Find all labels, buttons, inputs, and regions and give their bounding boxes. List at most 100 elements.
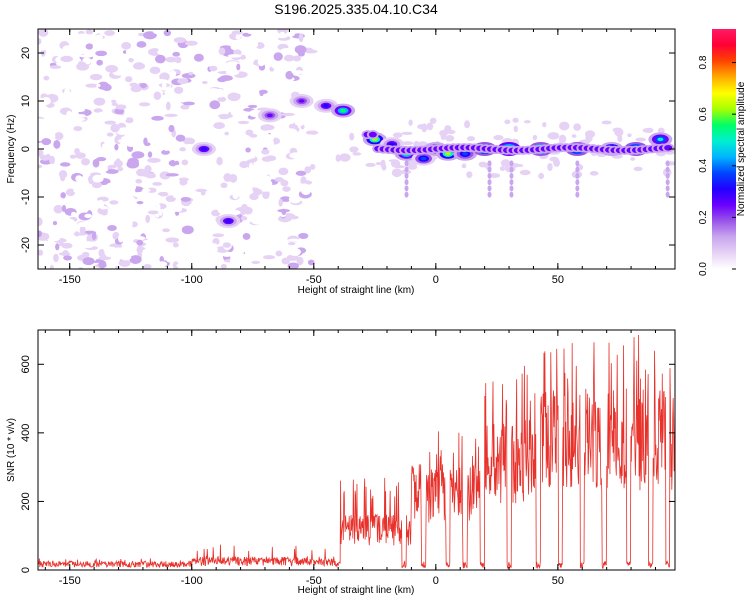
spectrogram-blob (77, 141, 90, 151)
spectrogram-blob (38, 167, 52, 172)
spectrogram-blob (126, 159, 140, 169)
spectrogram-blob (57, 220, 62, 229)
spectrogram-blob (172, 51, 181, 57)
spectrogram-blob (665, 160, 670, 167)
spectrogram-blob (553, 158, 560, 167)
spectrogram-blob (298, 232, 309, 240)
spectrogram-blob (88, 137, 102, 146)
colorbar-tick-label: 0.8 (698, 55, 709, 69)
spectrogram-blob (220, 264, 227, 269)
spectrogram-blob (124, 93, 130, 100)
spectrogram-blob (165, 195, 176, 202)
spectrogram-blob (42, 240, 52, 247)
spectrogram-blob (77, 49, 86, 54)
spectrogram-blob (229, 160, 237, 168)
x-tick-label: 0 (433, 274, 439, 286)
spectrogram-blob (575, 191, 580, 198)
spectrogram-blob (231, 30, 243, 35)
spectrogram-blob (103, 127, 108, 132)
spectrogram-blob (185, 169, 198, 173)
spectrogram-blob (68, 81, 77, 86)
spectrogram-blob (79, 54, 93, 58)
spectrogram-blob (515, 164, 524, 168)
spectrogram-blob (297, 50, 305, 57)
x-tick-label: -50 (306, 575, 322, 587)
spectrogram-blob (105, 64, 119, 73)
spectrogram-blob (101, 233, 111, 237)
y-tick-label: -10 (20, 189, 32, 205)
spectrogram-blob (109, 190, 122, 195)
spectrogram-blob (67, 182, 78, 190)
spectrogram-blob (81, 158, 90, 166)
spectrogram-blob (261, 239, 275, 247)
spectrogram-blob (149, 83, 159, 89)
spectrogram-blob (225, 219, 232, 223)
spectrogram-blob (178, 177, 189, 182)
spectrogram-blob (513, 125, 519, 133)
spectrogram-blob (161, 81, 167, 89)
spectrogram-blob (72, 131, 86, 137)
spectrogram-blob (230, 108, 240, 117)
spectrogram-blob (261, 156, 273, 162)
spectrogram-blob (109, 200, 119, 205)
spectrogram-blob (487, 172, 492, 179)
spectrogram-blob (168, 124, 175, 133)
spectrogram-blob (179, 147, 187, 152)
spectrogram-blob (257, 57, 265, 67)
spectrogram-blob (408, 119, 413, 126)
spectrogram-x-axis-label: Height of straight line (km) (298, 285, 415, 296)
spectrogram-blob (368, 131, 377, 138)
spectrogram-blob (145, 76, 156, 83)
colorbar-bar (712, 29, 736, 269)
spectrogram-blob (53, 85, 59, 94)
spectrogram-blob (300, 176, 307, 184)
spectrogram-blob (224, 131, 229, 136)
snr-x-axis-label: Height of straight line (km) (298, 585, 415, 596)
spectrogram-blob (51, 174, 61, 183)
spectrogram-blob (147, 151, 153, 158)
spectrogram-blob (160, 167, 174, 171)
spectrogram-blob (250, 41, 259, 49)
spectrogram-blob (444, 134, 455, 142)
spectrogram-blob (216, 167, 223, 173)
spectrogram-blob (340, 108, 347, 113)
spectrogram-blob (251, 260, 261, 265)
spectrogram-blob (280, 112, 295, 117)
spectrogram-blob (445, 152, 452, 156)
snr-panel: -150 -100 -50 0 50 0 200 400 600 Height of strai… (6, 329, 676, 596)
spectrogram-blob (61, 76, 74, 80)
spectrogram-blob (149, 194, 162, 201)
x-tick-label: -50 (306, 274, 322, 286)
spectrogram-blob (165, 246, 174, 252)
spectrogram-blob (151, 115, 164, 121)
spectrogram-blob (509, 191, 514, 198)
spectrogram-blob (247, 104, 258, 109)
spectrogram-blob (237, 103, 245, 108)
spectrogram-blob (158, 139, 168, 144)
spectrogram-blob (391, 168, 403, 178)
spectrogram-blob (115, 158, 121, 165)
spectrogram-blob (617, 134, 623, 143)
spectrogram-blob (58, 78, 66, 85)
spectrogram-blob (110, 123, 120, 133)
spectrogram-blob (44, 202, 50, 206)
spectrogram-blob (198, 133, 212, 138)
spectrogram-blob (176, 218, 184, 225)
spectrogram-blob (304, 246, 310, 255)
spectrogram-blob (157, 261, 168, 267)
spectrogram-blob (149, 66, 161, 75)
spectrogram-blob (575, 185, 580, 192)
spectrogram-blob (140, 181, 150, 190)
spectrogram-blob (298, 33, 304, 43)
spectrogram-blob (153, 252, 160, 261)
spectrogram-blob (571, 134, 577, 138)
spectrogram-blob (132, 144, 138, 151)
spectrogram-blob (181, 225, 194, 235)
spectrogram-blob (167, 176, 180, 186)
spectrogram-blob (147, 157, 161, 163)
spectrogram-blob (279, 48, 294, 56)
spectrogram-blob (209, 264, 218, 269)
figure-title: S196.2025.335.04.10.C34 (274, 1, 438, 17)
spectrogram-blob (173, 154, 178, 162)
spectrogram-blob (159, 171, 171, 180)
